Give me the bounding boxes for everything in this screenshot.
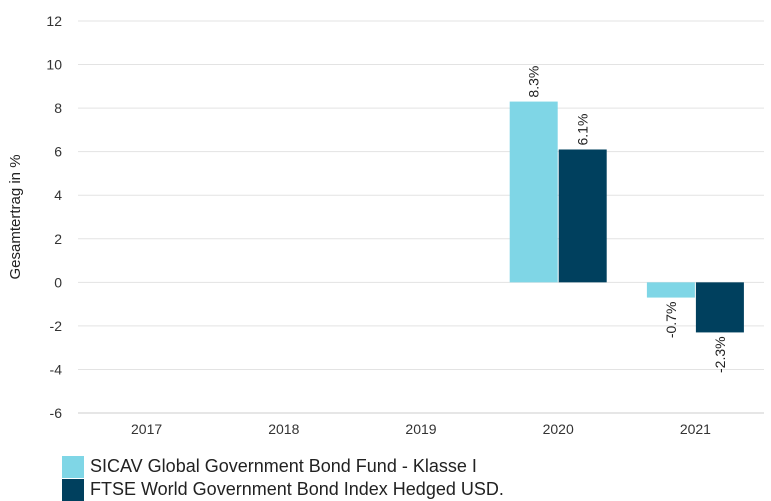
y-tick-label: -6	[50, 405, 63, 421]
data-labels: 8.3% 6.1% -0.7% -2.3%	[526, 66, 728, 373]
x-tick-label: 2019	[405, 421, 436, 437]
y-tick-label: 12	[46, 13, 62, 29]
y-axis-title: Gesamtertrag in %	[7, 154, 24, 279]
bar-chart: -6 -4 -2 0 2 4 6 8 10 12 2017 2018 2019 2020 2021 8.3…	[7, 13, 764, 437]
y-tick-label: 2	[54, 231, 62, 247]
y-tick-label: -2	[50, 318, 63, 334]
bar	[695, 282, 744, 333]
y-tick-label: 4	[54, 187, 62, 203]
legend-label-fund: SICAV Global Government Bond Fund - Klas…	[90, 456, 477, 476]
x-tick-label: 2018	[268, 421, 299, 437]
legend-swatch-index	[62, 478, 84, 501]
bar	[646, 282, 695, 298]
x-tick-label: 2020	[543, 421, 574, 437]
legend-item-fund: SICAV Global Government Bond Fund - Klas…	[62, 455, 504, 478]
y-tick-label: 0	[54, 274, 62, 290]
x-tick-label: 2017	[131, 421, 162, 437]
y-tick-label: 8	[54, 100, 62, 116]
y-axis-ticks: -6 -4 -2 0 2 4 6 8 10 12	[46, 13, 62, 421]
data-label: -0.7%	[663, 302, 679, 339]
bar	[509, 101, 558, 283]
legend-item-index: FTSE World Government Bond Index Hedged …	[62, 478, 504, 501]
x-axis-ticks: 2017 2018 2019 2020 2021	[131, 421, 711, 437]
legend: SICAV Global Government Bond Fund - Klas…	[62, 455, 504, 501]
data-label: 8.3%	[526, 66, 542, 98]
y-tick-label: -4	[50, 361, 63, 377]
x-tick-label: 2021	[680, 421, 711, 437]
gridlines	[78, 20, 764, 370]
legend-swatch-fund	[62, 455, 84, 478]
legend-label-index: FTSE World Government Bond Index Hedged …	[90, 479, 504, 499]
bars	[509, 101, 744, 333]
bar	[558, 149, 607, 283]
data-label: -2.3%	[712, 336, 728, 373]
y-tick-label: 10	[46, 57, 62, 73]
data-label: 6.1%	[575, 114, 591, 146]
y-tick-label: 6	[54, 144, 62, 160]
